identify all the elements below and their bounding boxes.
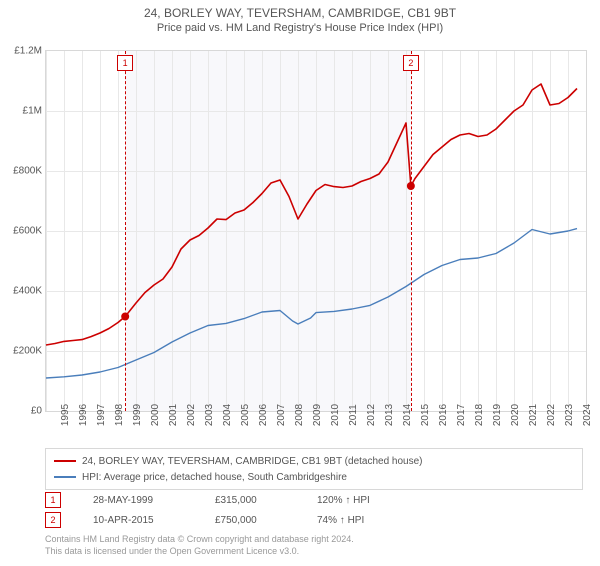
sales-table: 1 28-MAY-1999 £315,000 120% ↑ HPI 2 10-APR-20… [45, 490, 407, 530]
sale-marker-line [411, 51, 412, 411]
legend-label: HPI: Average price, detached house, Sout… [82, 472, 347, 483]
sales-hpi: 120% ↑ HPI [317, 495, 407, 506]
footer-note: Contains HM Land Registry data © Crown c… [45, 534, 354, 557]
sales-date: 28-MAY-1999 [93, 495, 183, 506]
footer-line1: Contains HM Land Registry data © Crown c… [45, 534, 354, 546]
legend-label: 24, BORLEY WAY, TEVERSHAM, CAMBRIDGE, CB… [82, 456, 423, 467]
chart-title: 24, BORLEY WAY, TEVERSHAM, CAMBRIDGE, CB… [0, 6, 600, 20]
sales-row: 1 28-MAY-1999 £315,000 120% ↑ HPI [45, 490, 407, 510]
line-svg [46, 51, 586, 411]
chart-container: 24, BORLEY WAY, TEVERSHAM, CAMBRIDGE, CB… [0, 6, 600, 566]
y-axis-label: £800K [13, 166, 42, 177]
sales-marker-box: 1 [45, 492, 61, 508]
footer-line2: This data is licensed under the Open Gov… [45, 546, 354, 558]
sales-price: £315,000 [215, 495, 285, 506]
legend-row: 24, BORLEY WAY, TEVERSHAM, CAMBRIDGE, CB… [54, 453, 574, 469]
y-axis-label: £600K [13, 226, 42, 237]
sales-marker-box: 2 [45, 512, 61, 528]
legend-swatch [54, 476, 76, 478]
y-axis-label: £1.2M [14, 46, 42, 57]
legend-swatch [54, 460, 76, 462]
x-axis-label: 2024 [568, 404, 593, 426]
y-axis-label: £200K [13, 346, 42, 357]
sales-hpi: 74% ↑ HPI [317, 515, 407, 526]
legend-row: HPI: Average price, detached house, Sout… [54, 469, 574, 485]
y-axis-label: £400K [13, 286, 42, 297]
sale-marker-box: 1 [117, 55, 133, 71]
sales-price: £750,000 [215, 515, 285, 526]
sale-marker-box: 2 [403, 55, 419, 71]
chart-subtitle: Price paid vs. HM Land Registry's House … [0, 22, 600, 34]
sales-date: 10-APR-2015 [93, 515, 183, 526]
y-axis-label: £0 [31, 406, 42, 417]
legend-box: 24, BORLEY WAY, TEVERSHAM, CAMBRIDGE, CB… [45, 448, 583, 490]
sale-marker-line [125, 51, 126, 411]
plot-area: £0£200K£400K£600K£800K£1M£1.2M1995199619… [45, 50, 587, 412]
y-axis-label: £1M [23, 106, 42, 117]
sales-row: 2 10-APR-2015 £750,000 74% ↑ HPI [45, 510, 407, 530]
